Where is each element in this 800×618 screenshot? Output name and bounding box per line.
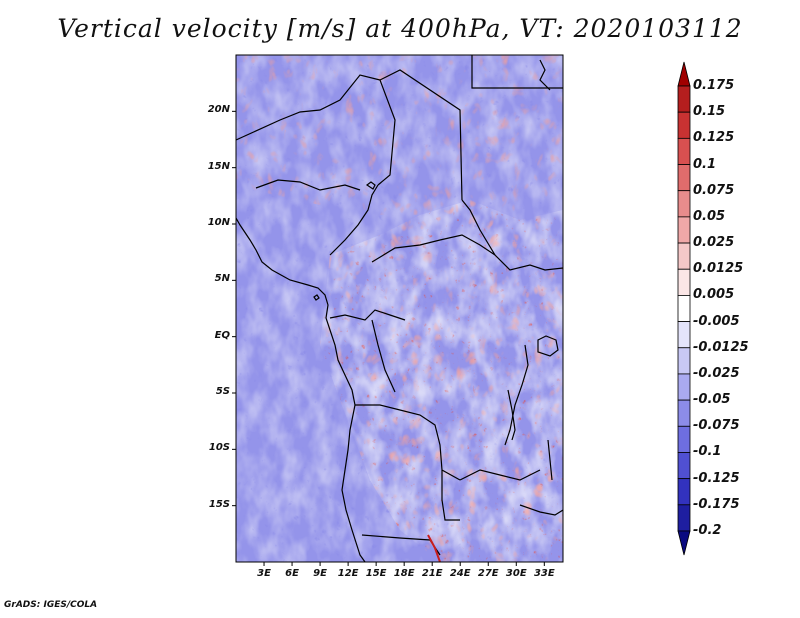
border-sudan [461, 199, 563, 271]
colorbar-swatch [677, 321, 691, 349]
colorbar-level-label: -0.0125 [693, 339, 749, 355]
x-tick-label: 3E [257, 568, 271, 579]
colorbar-swatch [677, 478, 691, 506]
nile-upper [539, 59, 551, 91]
y-tick-label: 20N [207, 104, 230, 116]
colorbar-swatch [677, 190, 691, 218]
colorbar-swatch [677, 347, 691, 375]
border-angola-zambia [441, 470, 460, 521]
colorbar-level-label: 0.075 [693, 182, 735, 198]
colorbar-swatch [677, 530, 691, 556]
border-libya-egypt [471, 55, 563, 89]
x-tick-label: 12E [337, 568, 359, 579]
y-tick-label: 10N [207, 217, 230, 228]
colorbar-level-label: -0.125 [693, 470, 740, 486]
colorbar-level-label: 0.05 [693, 208, 726, 224]
colorbar-swatch [677, 216, 691, 244]
x-tick-label: 15E [365, 568, 387, 579]
border-nigeria-niger [255, 179, 361, 191]
colorbar-swatch [677, 373, 691, 401]
x-tick-label: 6E [285, 568, 299, 579]
colorbar-swatch [677, 504, 691, 532]
x-tick-label: 21E [421, 568, 443, 579]
colorbar-swatch [677, 399, 691, 427]
border-congo-gabon [329, 309, 406, 321]
colorbar-swatch [677, 242, 691, 270]
lake-malawi [547, 439, 553, 481]
border-mozambique [519, 504, 563, 516]
axis-ticks [232, 110, 545, 566]
colorbar-swatch [677, 425, 691, 453]
y-tick-label: 5N [214, 273, 230, 285]
grads-credit: GrADS: IGES/COLA [4, 600, 98, 610]
lake-victoria [537, 335, 559, 357]
map-plot-area [236, 55, 563, 562]
colorbar-swatch [677, 295, 691, 322]
colorbar-level-label: -0.075 [693, 418, 740, 434]
colorbar-level-label: -0.005 [693, 313, 740, 329]
colorbar-swatch [677, 164, 691, 192]
border-nigeria-cameroon [329, 184, 379, 256]
border-zambia-zimbabwe [459, 469, 541, 481]
colorbar [677, 61, 691, 556]
colorbar-level-label: 0.125 [693, 130, 735, 146]
colorbar-swatch [677, 268, 691, 296]
x-tick-label: 18E [393, 568, 415, 579]
y-tick-label: 5S [215, 386, 230, 397]
colorbar-level-label: 0.005 [693, 287, 735, 303]
x-tick-label: 9E [313, 568, 327, 579]
x-tick-label: 27E [477, 568, 499, 579]
colorbar-level-label: 0.025 [693, 235, 735, 251]
colorbar-swatch [677, 61, 691, 87]
y-tick-label: 10S [208, 442, 230, 454]
y-tick-label: 15N [207, 160, 230, 172]
colorbar-level-label: 0.15 [693, 104, 726, 120]
colorbar-level-label: -0.1 [693, 444, 722, 460]
colorbar-swatch [677, 111, 691, 139]
highlight-border-angola-namibia [427, 534, 441, 562]
colorbar-level-label: 0.175 [693, 78, 735, 93]
x-tick-label: 24E [449, 568, 471, 579]
border-drc-east [504, 344, 529, 446]
colorbar-level-label: -0.175 [693, 496, 740, 512]
map-frame [235, 54, 564, 563]
colorbar-level-label: -0.2 [693, 523, 722, 538]
colorbar-level-label: 0.0125 [693, 261, 744, 277]
x-tick-label: 33E [533, 568, 555, 579]
gulf-of-guinea-island [313, 294, 320, 301]
colorbar-level-label: 0.1 [693, 156, 717, 172]
colorbar-swatch [677, 452, 691, 480]
colorbar-swatch [677, 137, 691, 165]
map-title: Vertical velocity [m/s] at 400hPa, VT: 2… [57, 14, 743, 43]
colorbar-level-label: -0.025 [693, 365, 740, 381]
colorbar-swatch [677, 85, 691, 113]
colorbar-level-label: -0.05 [693, 392, 731, 408]
y-tick-label: EQ [214, 329, 230, 341]
border-car [371, 234, 496, 263]
border-drc-congo [371, 319, 396, 393]
lake-tanganyika [507, 389, 516, 441]
lake-chad [365, 181, 376, 190]
border-angola-drc [355, 404, 461, 481]
border-niger-mali [236, 74, 381, 141]
x-tick-label: 30E [505, 568, 527, 579]
west-africa-coastline [236, 217, 366, 562]
y-tick-label: 15S [208, 498, 230, 510]
